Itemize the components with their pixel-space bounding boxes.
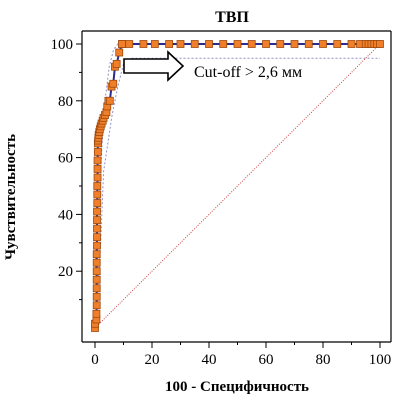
roc-point [92, 292, 101, 301]
roc-point [247, 40, 256, 48]
roc-point [93, 224, 101, 233]
roc-point [139, 40, 148, 48]
y-tick-label: 20 [58, 264, 73, 280]
roc-point [92, 275, 101, 284]
y-tick-label: 100 [51, 37, 74, 53]
roc-point [92, 284, 101, 293]
roc-point [93, 182, 102, 190]
roc-point [92, 309, 101, 318]
x-tick-label: 80 [316, 352, 331, 368]
roc-point [176, 40, 185, 48]
roc-point [333, 40, 342, 48]
roc-point [347, 40, 356, 48]
roc-point [92, 258, 101, 267]
x-tick-label: 100 [369, 352, 392, 368]
roc-point [304, 40, 313, 48]
roc-point [118, 40, 126, 48]
roc-point [92, 301, 101, 310]
x-tick-label: 0 [91, 352, 99, 368]
cutoff-arrow [123, 50, 185, 82]
reference-diagonal-line [94, 43, 381, 329]
roc-point [150, 40, 159, 48]
chart-title: ТВП [215, 9, 249, 26]
roc-point [233, 40, 242, 48]
roc-point [165, 40, 174, 48]
roc-point [93, 173, 102, 182]
roc-point [112, 59, 121, 68]
ci-lower-line [94, 57, 380, 329]
y-tick-label: 40 [58, 207, 73, 223]
roc-point [109, 79, 118, 88]
roc-point [92, 267, 101, 276]
roc-point [93, 199, 102, 207]
roc-plot [91, 40, 384, 332]
ci-upper-line [94, 43, 380, 272]
x-axis-label: 100 - Специфичность [165, 379, 309, 395]
roc-point [92, 250, 101, 259]
y-tick-label: 80 [58, 94, 73, 110]
roc-point [115, 48, 124, 57]
axes: 20 40 60 80 100 0 20 40 60 80 100 [51, 30, 392, 368]
y-tick-label: 60 [58, 151, 73, 167]
roc-point [262, 40, 270, 48]
roc-point [93, 156, 102, 165]
x-tick-label: 40 [202, 352, 217, 368]
roc-point [93, 165, 102, 173]
roc-point [93, 190, 102, 199]
roc-point [93, 233, 101, 242]
roc-point [205, 40, 213, 48]
roc-point [93, 207, 101, 216]
roc-point [93, 148, 102, 156]
x-tick-label: 60 [259, 352, 274, 368]
y-axis-label: Чувствительность [3, 134, 19, 260]
roc-point [376, 40, 384, 48]
x-tick-label: 20 [145, 352, 160, 368]
cutoff-annotation: Cut-off > 2,6 мм [123, 50, 302, 82]
cutoff-label: Cut-off > 2,6 мм [194, 64, 302, 81]
roc-point [290, 40, 299, 48]
roc-point [105, 96, 114, 105]
roc-point [276, 40, 285, 48]
roc-point [125, 40, 134, 48]
roc-point [93, 216, 101, 224]
roc-point [93, 241, 101, 250]
roc-point [219, 40, 228, 48]
roc-point [319, 40, 327, 48]
roc-point [190, 40, 199, 48]
